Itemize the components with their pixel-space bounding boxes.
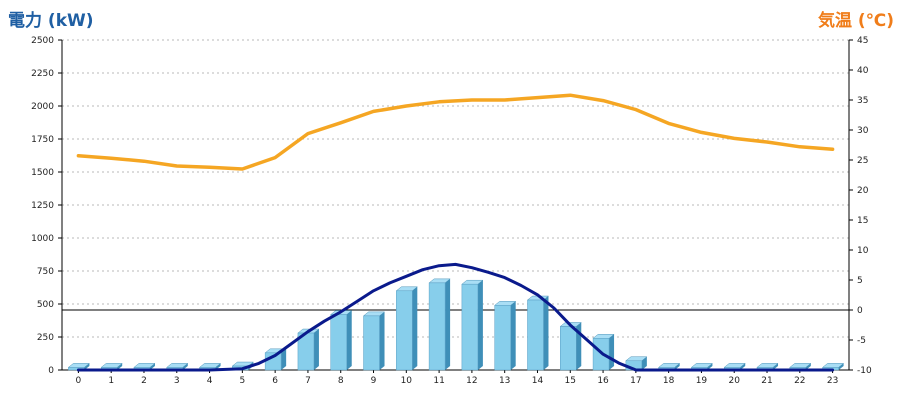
bar-side [510, 301, 516, 370]
left-tick-label: 2500 [31, 36, 54, 46]
labels-layer: 02505007501000125015001750200022502500-1… [31, 36, 872, 386]
x-tick-label: 1 [108, 376, 114, 386]
x-tick-label: 6 [272, 376, 278, 386]
right-tick-label: -5 [857, 336, 866, 346]
bar-side [117, 363, 123, 370]
bar-side [707, 363, 713, 370]
bar [527, 299, 544, 371]
left-tick-label: 2000 [31, 102, 54, 112]
x-tick-label: 16 [597, 376, 609, 386]
bar-side [149, 363, 155, 370]
x-tick-label: 23 [827, 376, 838, 386]
x-tick-label: 10 [401, 376, 413, 386]
left-tick-label: 250 [37, 333, 54, 343]
bar [494, 305, 511, 371]
bar [428, 282, 446, 371]
left-tick-label: 1250 [31, 201, 54, 211]
x-tick-label: 7 [305, 376, 311, 386]
left-tick-label: 1500 [31, 168, 54, 178]
bar-side [379, 311, 385, 370]
bar-side [740, 363, 746, 370]
right-tick-label: 30 [857, 126, 869, 136]
x-tick-label: 21 [761, 376, 772, 386]
x-tick-label: 4 [207, 376, 213, 386]
x-tick-label: 8 [338, 376, 344, 386]
bar-side [773, 363, 779, 370]
bar-side [281, 348, 287, 370]
power-line [76, 262, 835, 372]
x-tick-label: 17 [630, 376, 641, 386]
bar-side [609, 334, 615, 370]
grid-layer [62, 39, 849, 338]
x-tick-label: 2 [141, 376, 147, 386]
left-tick-label: 750 [37, 267, 54, 277]
x-tick-label: 15 [565, 376, 576, 386]
right-tick-label: 0 [857, 306, 863, 316]
right-tick-label: 10 [857, 246, 869, 256]
x-tick-label: 22 [794, 376, 805, 386]
x-tick-label: 20 [729, 376, 741, 386]
bar-side [641, 356, 647, 370]
x-tick-label: 14 [532, 376, 544, 386]
bar-side [674, 363, 680, 370]
bar [396, 290, 413, 371]
x-tick-label: 18 [663, 376, 675, 386]
bar-side [346, 310, 352, 370]
x-tick-label: 0 [76, 376, 82, 386]
right-tick-label: 20 [857, 186, 869, 196]
x-tick-label: 3 [174, 376, 180, 386]
bar-side [313, 329, 319, 370]
bar [461, 283, 479, 371]
lines-layer [76, 93, 835, 372]
right-tick-label: 15 [857, 216, 868, 226]
right-tick-label: -10 [857, 366, 872, 376]
right-tick-label: 35 [857, 96, 868, 106]
right-axis-title: 気温 (℃) [817, 11, 894, 31]
right-tick-label: 5 [857, 276, 863, 286]
left-tick-label: 1000 [31, 234, 54, 244]
bar-side [84, 363, 90, 370]
axes-layer [58, 39, 853, 373]
bar-side [543, 296, 549, 370]
left-tick-label: 1750 [31, 135, 54, 145]
x-tick-label: 19 [696, 376, 708, 386]
x-tick-label: 11 [433, 376, 444, 386]
bar-side [182, 363, 188, 370]
bar-side [445, 278, 451, 370]
right-tick-label: 25 [857, 156, 868, 166]
left-tick-label: 0 [48, 366, 54, 376]
left-tick-label: 500 [37, 300, 54, 310]
bar [330, 314, 347, 371]
bar [560, 326, 577, 371]
x-tick-label: 12 [466, 376, 477, 386]
bar-side [838, 363, 844, 370]
x-tick-label: 9 [371, 376, 377, 386]
bars-layer [67, 278, 845, 371]
right-tick-label: 40 [857, 66, 869, 76]
left-tick-label: 2250 [31, 69, 54, 79]
x-tick-label: 13 [499, 376, 510, 386]
x-tick-label: 5 [239, 376, 245, 386]
bar [363, 315, 380, 371]
right-tick-label: 45 [857, 36, 868, 46]
left-axis-title: 電力 (kW) [8, 11, 94, 31]
temperature-line [76, 93, 835, 171]
bar-side [412, 286, 418, 370]
bar-side [477, 280, 483, 370]
bar-side [805, 363, 811, 370]
